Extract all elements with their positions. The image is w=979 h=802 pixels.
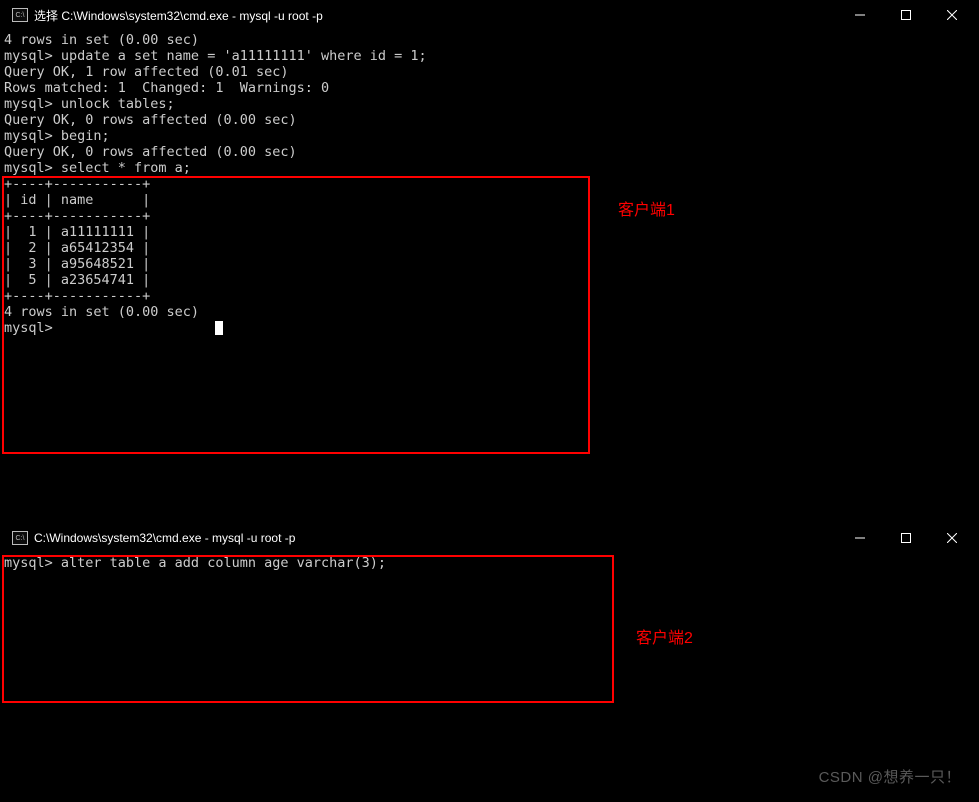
terminal-line: +----+-----------+ [4, 208, 975, 224]
annotation-label-client2: 客户端2 [636, 624, 693, 648]
window-title-2: C:\Windows\system32\cmd.exe - mysql -u r… [34, 531, 837, 545]
terminal-window-2: C:\ C:\Windows\system32\cmd.exe - mysql … [4, 523, 975, 743]
terminal-line: mysql> begin; [4, 128, 975, 144]
terminal-window-1: C:\ 选择 C:\Windows\system32\cmd.exe - mys… [4, 0, 975, 470]
cmd-icon: C:\ [12, 531, 28, 545]
window-controls-2 [837, 523, 975, 553]
cmd-icon: C:\ [12, 8, 28, 22]
titlebar-1[interactable]: C:\ 选择 C:\Windows\system32\cmd.exe - mys… [4, 0, 975, 30]
terminal-line: | 1 | a11111111 | [4, 224, 975, 240]
terminal-line: mysql> update a set name = 'a11111111' w… [4, 48, 975, 64]
window-title-1: 选择 C:\Windows\system32\cmd.exe - mysql -… [34, 7, 837, 24]
minimize-button[interactable] [837, 0, 883, 30]
terminal-line: Query OK, 0 rows affected (0.00 sec) [4, 144, 975, 160]
close-button[interactable] [929, 0, 975, 30]
maximize-button[interactable] [883, 0, 929, 30]
terminal-line: 4 rows in set (0.00 sec) [4, 32, 975, 48]
terminal-line: mysql> unlock tables; [4, 96, 975, 112]
terminal-line: 4 rows in set (0.00 sec) [4, 304, 975, 320]
terminal-line: Query OK, 1 row affected (0.01 sec) [4, 64, 975, 80]
terminal-line: Query OK, 0 rows affected (0.00 sec) [4, 112, 975, 128]
terminal-line: mysql> select * from a; [4, 160, 975, 176]
terminal-line: mysql> alter table a add column age varc… [4, 555, 975, 571]
terminal-line: +----+-----------+ [4, 176, 975, 192]
terminal-output-1[interactable]: 4 rows in set (0.00 sec)mysql> update a … [4, 30, 975, 336]
maximize-button[interactable] [883, 523, 929, 553]
terminal-line: +----+-----------+ [4, 288, 975, 304]
annotation-label-client1: 客户端1 [618, 196, 675, 220]
titlebar-2[interactable]: C:\ C:\Windows\system32\cmd.exe - mysql … [4, 523, 975, 553]
watermark: CSDN @想养一只！ [819, 766, 961, 787]
cursor [215, 321, 223, 335]
terminal-line: | id | name | [4, 192, 975, 208]
terminal-line: | 5 | a23654741 | [4, 272, 975, 288]
terminal-line: Rows matched: 1 Changed: 1 Warnings: 0 [4, 80, 975, 96]
window-controls-1 [837, 0, 975, 30]
terminal-line: | 2 | a65412354 | [4, 240, 975, 256]
terminal-line: mysql> [4, 320, 975, 336]
terminal-output-2[interactable]: mysql> alter table a add column age varc… [4, 553, 975, 571]
minimize-button[interactable] [837, 523, 883, 553]
close-button[interactable] [929, 523, 975, 553]
terminal-line: | 3 | a95648521 | [4, 256, 975, 272]
